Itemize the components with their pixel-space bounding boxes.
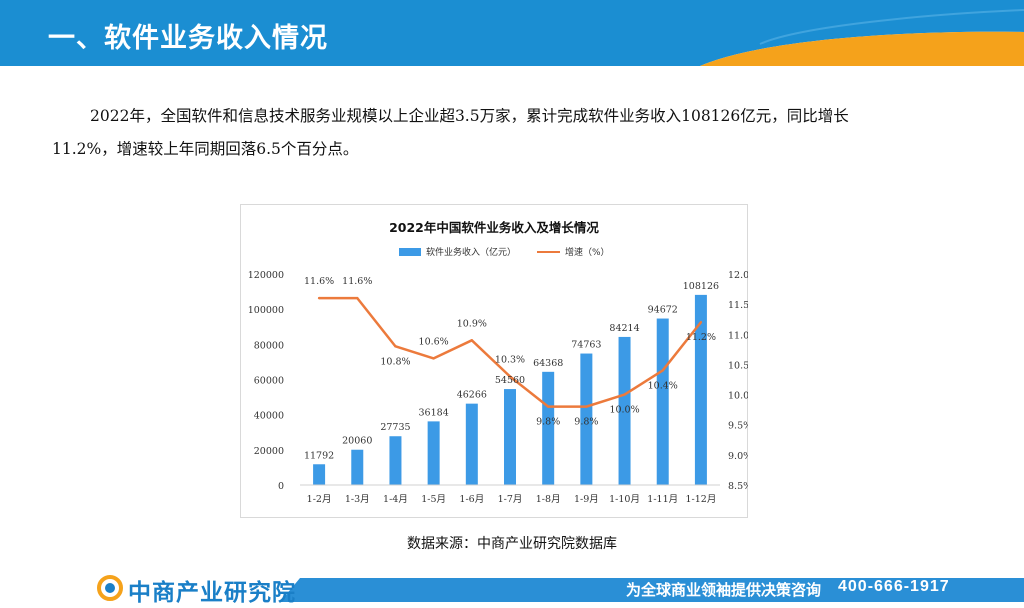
footer-slogan: 为全球商业领袖提供决策咨询 <box>626 581 822 599</box>
line-series <box>317 296 703 408</box>
right-tick-label: 9.5% <box>728 421 748 432</box>
growth-point <box>661 369 664 372</box>
line-value-label: 10.8% <box>380 356 410 367</box>
growth-point <box>623 393 626 396</box>
right-tick-label: 9.0% <box>728 451 748 462</box>
x-tick-label: 1-8月 <box>536 494 561 505</box>
chart-title: 2022年中国软件业务收入及增长情况 <box>389 220 599 235</box>
footer-logo: 中商产业研究院 <box>128 580 296 606</box>
bar-value-label: 11792 <box>304 450 334 461</box>
x-tick-label: 1-4月 <box>383 494 408 505</box>
line-value-label: 10.3% <box>495 354 525 365</box>
growth-point <box>699 321 703 324</box>
bar <box>580 353 593 485</box>
footer-phone: 400-666-1917 <box>838 578 950 595</box>
bar-value-label: 27735 <box>380 422 410 433</box>
right-tick-label: 10.5% <box>728 360 748 371</box>
logo-icon <box>97 575 123 601</box>
x-tick-label: 1-7月 <box>498 494 523 505</box>
summary-line-1: 2022年，全国软件和信息技术服务业规模以上企业超3.5万家，累计完成软件业务收… <box>90 107 849 125</box>
right-tick-label: 12.0% <box>728 270 748 281</box>
growth-point <box>546 405 550 408</box>
bar-value-label: 84214 <box>609 323 639 334</box>
right-tick-label: 8.5% <box>728 481 748 492</box>
line-value-label: 10.9% <box>457 318 487 329</box>
line-value-label: 11.2% <box>686 332 716 343</box>
left-tick-label: 120000 <box>248 270 284 281</box>
x-tick-label: 1-3月 <box>345 494 370 505</box>
bar <box>504 389 516 485</box>
legend-line-label: 增速（%） <box>565 246 610 258</box>
chart-legend: 软件业务收入（亿元） 增速（%） <box>399 246 610 258</box>
line-value-label: 10.0% <box>609 405 639 416</box>
growth-point <box>317 296 321 300</box>
line-value-label: 9.8% <box>536 417 560 428</box>
legend-bar-swatch <box>399 248 421 256</box>
left-tick-label: 80000 <box>254 340 284 351</box>
summary-line-2: 11.2%，增速较上年同期回落6.5个百分点。 <box>52 140 359 158</box>
bar <box>427 421 440 485</box>
growth-point <box>585 405 588 408</box>
bar-value-label: 108126 <box>683 281 719 292</box>
growth-point <box>356 296 359 300</box>
bar-value-label: 94672 <box>648 305 678 316</box>
line-value-label: 10.6% <box>419 336 449 347</box>
page-title: 一、软件业务收入情况 <box>48 23 328 54</box>
header-banner: 一、软件业务收入情况 <box>0 0 1024 66</box>
x-tick-label: 1-11月 <box>647 494 678 505</box>
bar <box>656 318 669 485</box>
bar <box>351 449 364 485</box>
bar <box>465 403 478 485</box>
growth-point <box>394 345 397 348</box>
bar-value-label: 36184 <box>419 407 449 418</box>
left-tick-label: 40000 <box>254 411 284 422</box>
left-axis: 0 20000 40000 60000 80000 100000 120000 <box>248 270 284 492</box>
left-tick-label: 100000 <box>248 305 284 316</box>
growth-point <box>470 339 474 342</box>
bar-value-label: 20060 <box>342 436 372 447</box>
growth-point <box>508 375 512 378</box>
x-tick-label: 1-10月 <box>609 494 640 505</box>
bar <box>389 436 402 485</box>
bar <box>694 294 707 485</box>
bar <box>618 336 631 485</box>
x-axis: 1-2月 1-3月 1-4月 1-5月 1-6月 1-7月 1-8月 1-9月 1-10月 1-1… <box>300 484 720 505</box>
right-tick-label: 11.5% <box>728 300 748 311</box>
right-tick-label: 11.0% <box>728 330 748 341</box>
bar-value-label: 64368 <box>533 358 563 369</box>
revenue-growth-chart: 2022年中国软件业务收入及增长情况 软件业务收入（亿元） 增速（%） 0 200… <box>248 220 748 505</box>
bar <box>313 464 326 485</box>
header-background <box>0 0 1024 66</box>
line-value-label: 10.4% <box>648 380 678 391</box>
left-tick-label: 0 <box>278 481 284 492</box>
line-value-label: 9.8% <box>574 417 598 428</box>
bar-data-labels: 11792 20060 27735 36184 46266 54560 64368 74763… <box>304 281 719 461</box>
bar-series <box>313 294 707 485</box>
bar-value-label: 46266 <box>457 390 487 401</box>
data-source: 数据来源：中商产业研究院数据库 <box>407 536 617 552</box>
left-tick-label: 60000 <box>254 376 284 387</box>
bar <box>542 371 555 485</box>
line-value-label: 11.6% <box>342 276 372 287</box>
right-axis: 8.5% 9.0% 9.5% 10.0% 10.5% 11.0% 11.5% 12.0% <box>728 270 748 492</box>
bar-value-label: 54560 <box>495 375 525 386</box>
x-tick-label: 1-9月 <box>574 494 599 505</box>
line-data-labels: 11.6% 11.6% 10.8% 10.6% 10.9% 10.3% 9.8% 9.8% 10… <box>304 276 716 428</box>
x-tick-label: 1-5月 <box>421 494 446 505</box>
x-tick-label: 1-2月 <box>307 494 332 505</box>
legend-bar-label: 软件业务收入（亿元） <box>426 246 516 258</box>
footer-band <box>280 578 1024 602</box>
x-tick-label: 1-12月 <box>685 494 716 505</box>
x-tick-label: 1-6月 <box>459 494 484 505</box>
bar-value-label: 74763 <box>571 340 601 351</box>
growth-point <box>432 357 435 360</box>
left-tick-label: 20000 <box>254 446 284 457</box>
line-value-label: 11.6% <box>304 276 334 287</box>
right-tick-label: 10.0% <box>728 391 748 402</box>
